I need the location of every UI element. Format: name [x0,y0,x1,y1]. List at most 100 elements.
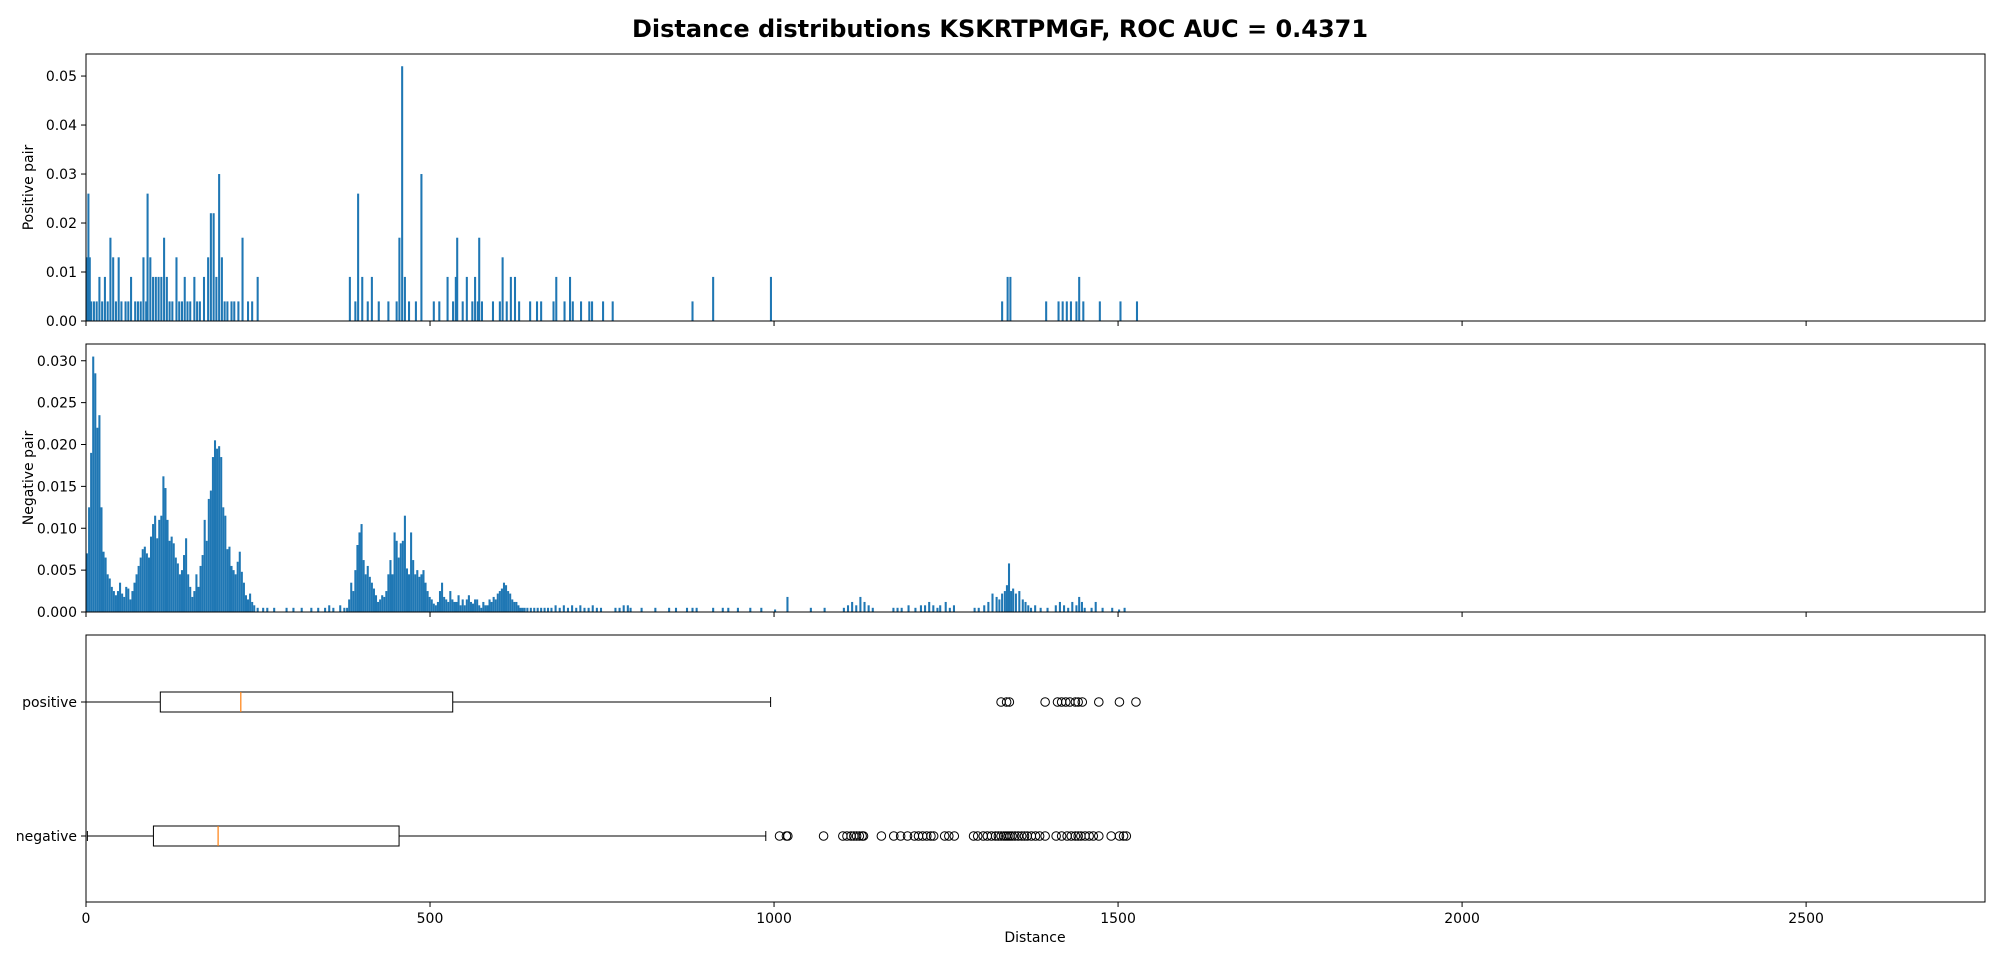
hist-bar [1029,607,1033,612]
hist-bar [101,301,104,321]
hist-bar [228,546,231,612]
hist-bar [133,582,136,612]
hist-bar [509,276,512,321]
hist-bar [178,301,181,321]
hist-bar [434,605,437,612]
hist-bar [240,571,243,612]
outlier-point [1106,831,1116,841]
hist-bar [92,301,95,321]
outlier-point [902,831,913,841]
hist-bar [127,301,130,321]
hist-bar [381,595,384,612]
hist-bar [92,356,95,612]
hist-bar [842,607,845,612]
iqr-box [159,691,454,713]
hist-bar [540,301,543,321]
x-axis-label: Distance [1004,930,1065,946]
hist-bar [112,257,115,321]
hist-bar [712,276,715,321]
hist-bar [391,574,394,612]
hist-bar [867,605,870,612]
hist-bar [374,595,378,612]
hist-bar [526,607,529,612]
hist-bar [198,301,201,321]
hist-bar [372,588,375,612]
hist-bar [377,601,380,612]
hist-bar [454,276,457,321]
positive-pair-histogram: 0.00 0.01 0.02 0.03 0.04 0.05 Positive pair [21,53,1986,330]
outlier-point [1094,831,1104,841]
hist-bar [414,574,417,612]
hist-bar [1082,301,1085,321]
hist-bar [505,585,508,612]
hist-bar [251,301,254,321]
hist-bar [461,301,464,321]
hist-bar [385,591,388,612]
x-tick-label: 2500 [1788,911,1824,927]
chart-title: Distance distributions KSKRTPMGF, ROC AU… [632,15,1368,43]
hist-bar [223,301,226,321]
hist-bar [498,301,501,321]
y-axis-label: Positive pair [21,144,37,230]
hist-bar [492,596,495,612]
hist-bar [1135,301,1139,321]
hist-bar [233,301,236,321]
hist-bar [328,605,331,612]
hist-bar [117,257,120,321]
hist-bar [1039,607,1042,612]
hist-bar [218,174,221,321]
hist-bar [129,599,132,612]
hist-bar [536,607,539,612]
hist-bar [152,276,155,321]
hist-bar [348,276,351,321]
hist-bar [1111,607,1114,612]
hist-bar [186,301,189,321]
hist-bar [924,605,927,612]
hist-bar [580,301,583,321]
hist-bar [273,607,276,612]
hist-bar [1014,593,1017,612]
hist-bar [465,599,468,612]
hist-bar [936,607,939,612]
hist-bar [461,599,464,612]
hist-bar [859,596,862,612]
hist-bar [546,607,550,612]
hist-bar [145,553,148,612]
hist-bar [529,301,532,321]
hist-bar [505,301,508,321]
hist-bar [484,605,487,612]
hist-bar [591,301,594,321]
hist-bar [339,605,342,612]
outlier-point [888,831,899,841]
hist-bar [513,276,517,321]
hist-bar [187,574,190,612]
hist-bar [387,574,390,612]
hist-bar [356,545,359,612]
hist-bar [1054,605,1057,612]
hist-bar [517,605,520,612]
hist-bar [998,599,1001,612]
hist-bar [230,565,233,612]
hist-bar [183,276,186,321]
hist-bar [919,605,922,612]
hist-bar [135,574,138,612]
hist-bar [174,557,177,612]
hist-bar [1001,593,1004,612]
hist-bar [197,586,200,612]
hist-bar [364,574,367,612]
hist-bar [1058,601,1061,612]
outlier-point [1070,697,1081,707]
hist-bar [1027,605,1030,612]
hist-bar [500,588,503,612]
hist-bar [863,601,866,612]
hist-bar [543,607,546,612]
outlier-point [1073,831,1083,841]
hist-bar [156,538,159,612]
outlier-point [851,831,862,841]
hist-bar [447,601,450,612]
hist-bar [370,582,373,612]
hist-bar [523,607,526,612]
hist-bar [555,276,558,321]
y-tick-label: 0.03 [46,167,77,183]
